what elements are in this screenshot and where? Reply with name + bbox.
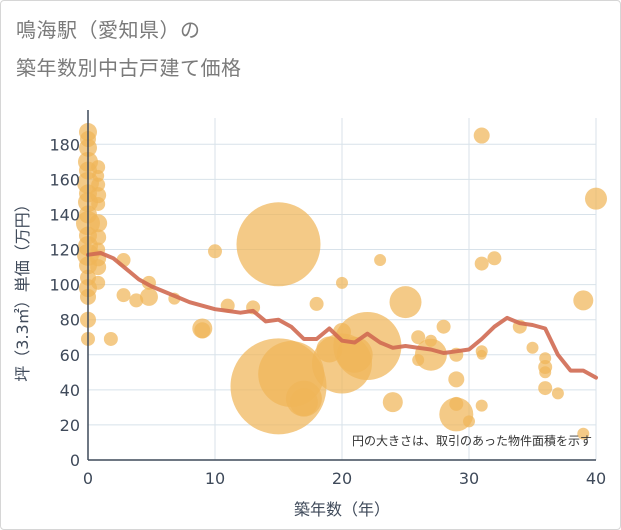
y-tick-label: 120 (49, 241, 80, 260)
data-point (473, 127, 490, 144)
data-point (289, 388, 318, 417)
data-point (463, 415, 475, 428)
data-point (309, 296, 324, 311)
data-point (116, 288, 131, 303)
y-tick-label: 60 (60, 346, 80, 365)
data-point (91, 196, 106, 211)
chart-title-line1: 鳴海駅（愛知県）の (16, 18, 201, 42)
data-point (103, 331, 118, 346)
data-point (90, 229, 107, 246)
x-axis-title: 築年数（年） (294, 500, 390, 519)
data-point (129, 293, 144, 308)
trend-line (86, 251, 598, 380)
data-point (336, 276, 348, 289)
data-point (585, 187, 607, 210)
data-point (90, 259, 107, 276)
data-point (448, 371, 465, 388)
data-point (389, 286, 422, 319)
x-tick-label: 40 (586, 469, 606, 488)
data-point (577, 427, 590, 440)
data-point (382, 392, 403, 413)
data-point (475, 399, 488, 412)
y-tick-label: 100 (49, 276, 80, 295)
data-point (414, 338, 447, 371)
data-point (89, 214, 108, 233)
data-point (551, 387, 564, 400)
x-tick-label: 30 (459, 469, 479, 488)
data-point (333, 312, 402, 380)
y-tick-label: 0 (70, 451, 80, 470)
y-tick-label: 180 (49, 135, 80, 154)
x-tick-label: 20 (332, 469, 352, 488)
data-point (573, 290, 594, 311)
x-tick-label: 0 (83, 469, 93, 488)
chart-title-line2: 築年数別中古戸建て価格 (16, 56, 242, 80)
data-point (236, 202, 321, 287)
data-point (526, 341, 539, 354)
bubble-size-note: 円の大きさは、取引のあった物件面積を示す (352, 433, 592, 448)
data-point (436, 319, 451, 334)
data-point (487, 251, 502, 266)
data-point (476, 349, 487, 360)
y-tick-label: 160 (49, 170, 80, 189)
data-point (538, 381, 553, 396)
data-point (474, 256, 489, 271)
data-point (539, 366, 552, 379)
data-point (139, 287, 158, 306)
data-point (91, 275, 106, 290)
data-point (194, 322, 211, 339)
x-tick-label: 10 (205, 469, 225, 488)
data-point (91, 160, 106, 175)
data-point (208, 244, 222, 259)
y-tick-label: 140 (49, 205, 80, 224)
data-point (411, 330, 426, 345)
y-tick-label: 20 (60, 416, 80, 435)
data-point (374, 254, 387, 267)
y-axis-title: 坪（3.3㎡）単価（万円） (13, 196, 32, 381)
y-tick-label: 40 (60, 381, 80, 400)
y-tick-label: 80 (60, 311, 80, 330)
